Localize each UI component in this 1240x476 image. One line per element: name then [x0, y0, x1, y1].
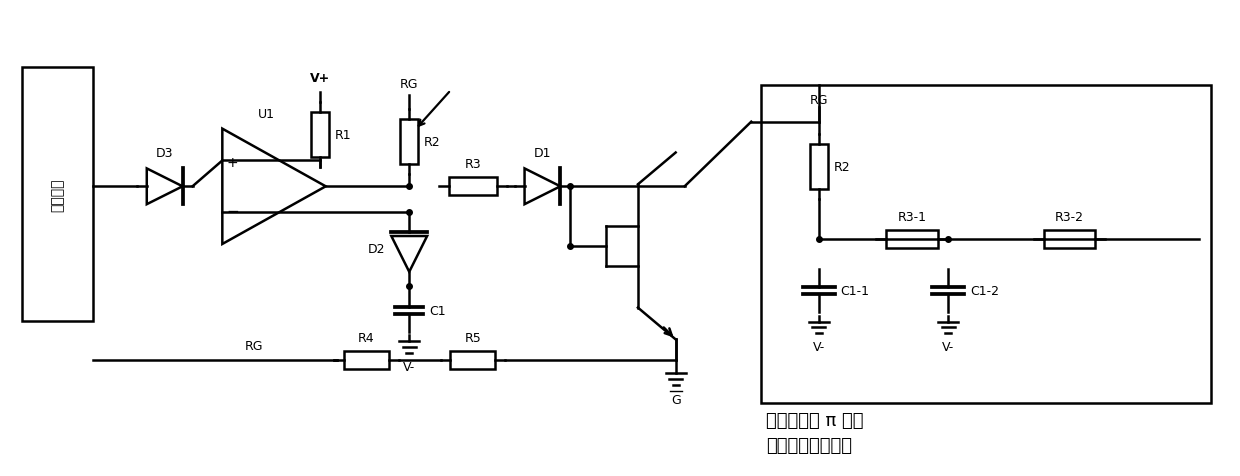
- Text: R3: R3: [465, 158, 481, 171]
- Text: C1: C1: [429, 305, 445, 317]
- Text: G: G: [671, 393, 681, 406]
- Bar: [761, 86, 1210, 403]
- Text: RG: RG: [244, 339, 263, 353]
- Text: R4: R4: [358, 332, 374, 345]
- Text: RG: RG: [810, 94, 828, 107]
- Text: R1: R1: [335, 129, 351, 142]
- Bar: [810, 145, 828, 189]
- Polygon shape: [146, 169, 182, 205]
- Bar: [401, 120, 418, 165]
- Text: V-: V-: [403, 360, 415, 374]
- Text: D3: D3: [156, 147, 174, 160]
- Polygon shape: [392, 237, 427, 272]
- Bar: [887, 230, 939, 248]
- Text: +: +: [227, 156, 238, 170]
- Polygon shape: [525, 169, 560, 205]
- Text: R2: R2: [424, 136, 440, 149]
- Bar: [450, 352, 495, 369]
- Bar: [311, 113, 329, 158]
- Text: V-: V-: [812, 341, 825, 354]
- Text: D1: D1: [533, 147, 552, 160]
- Text: R3-1: R3-1: [898, 211, 926, 224]
- Text: U1: U1: [258, 108, 274, 120]
- Polygon shape: [222, 129, 326, 245]
- Bar: [21, 68, 93, 321]
- Text: −: −: [226, 203, 238, 218]
- Text: V-: V-: [942, 341, 955, 354]
- Text: R5: R5: [465, 332, 481, 345]
- Text: V+: V+: [310, 72, 330, 85]
- Bar: [345, 352, 389, 369]
- Text: D2: D2: [368, 243, 386, 256]
- Text: R3-2: R3-2: [1055, 211, 1084, 224]
- Bar: [449, 178, 497, 196]
- Text: C1-1: C1-1: [841, 285, 869, 298]
- Text: RG: RG: [401, 78, 418, 90]
- Text: R2: R2: [833, 160, 851, 174]
- Text: 驱动光耦: 驱动光耦: [51, 178, 64, 211]
- Bar: [1044, 230, 1095, 248]
- Text: C1-2: C1-2: [970, 285, 999, 298]
- Text: 此处可改为 π 形滤
波，增强抗干扰性: 此处可改为 π 形滤 波，增强抗干扰性: [766, 411, 863, 454]
